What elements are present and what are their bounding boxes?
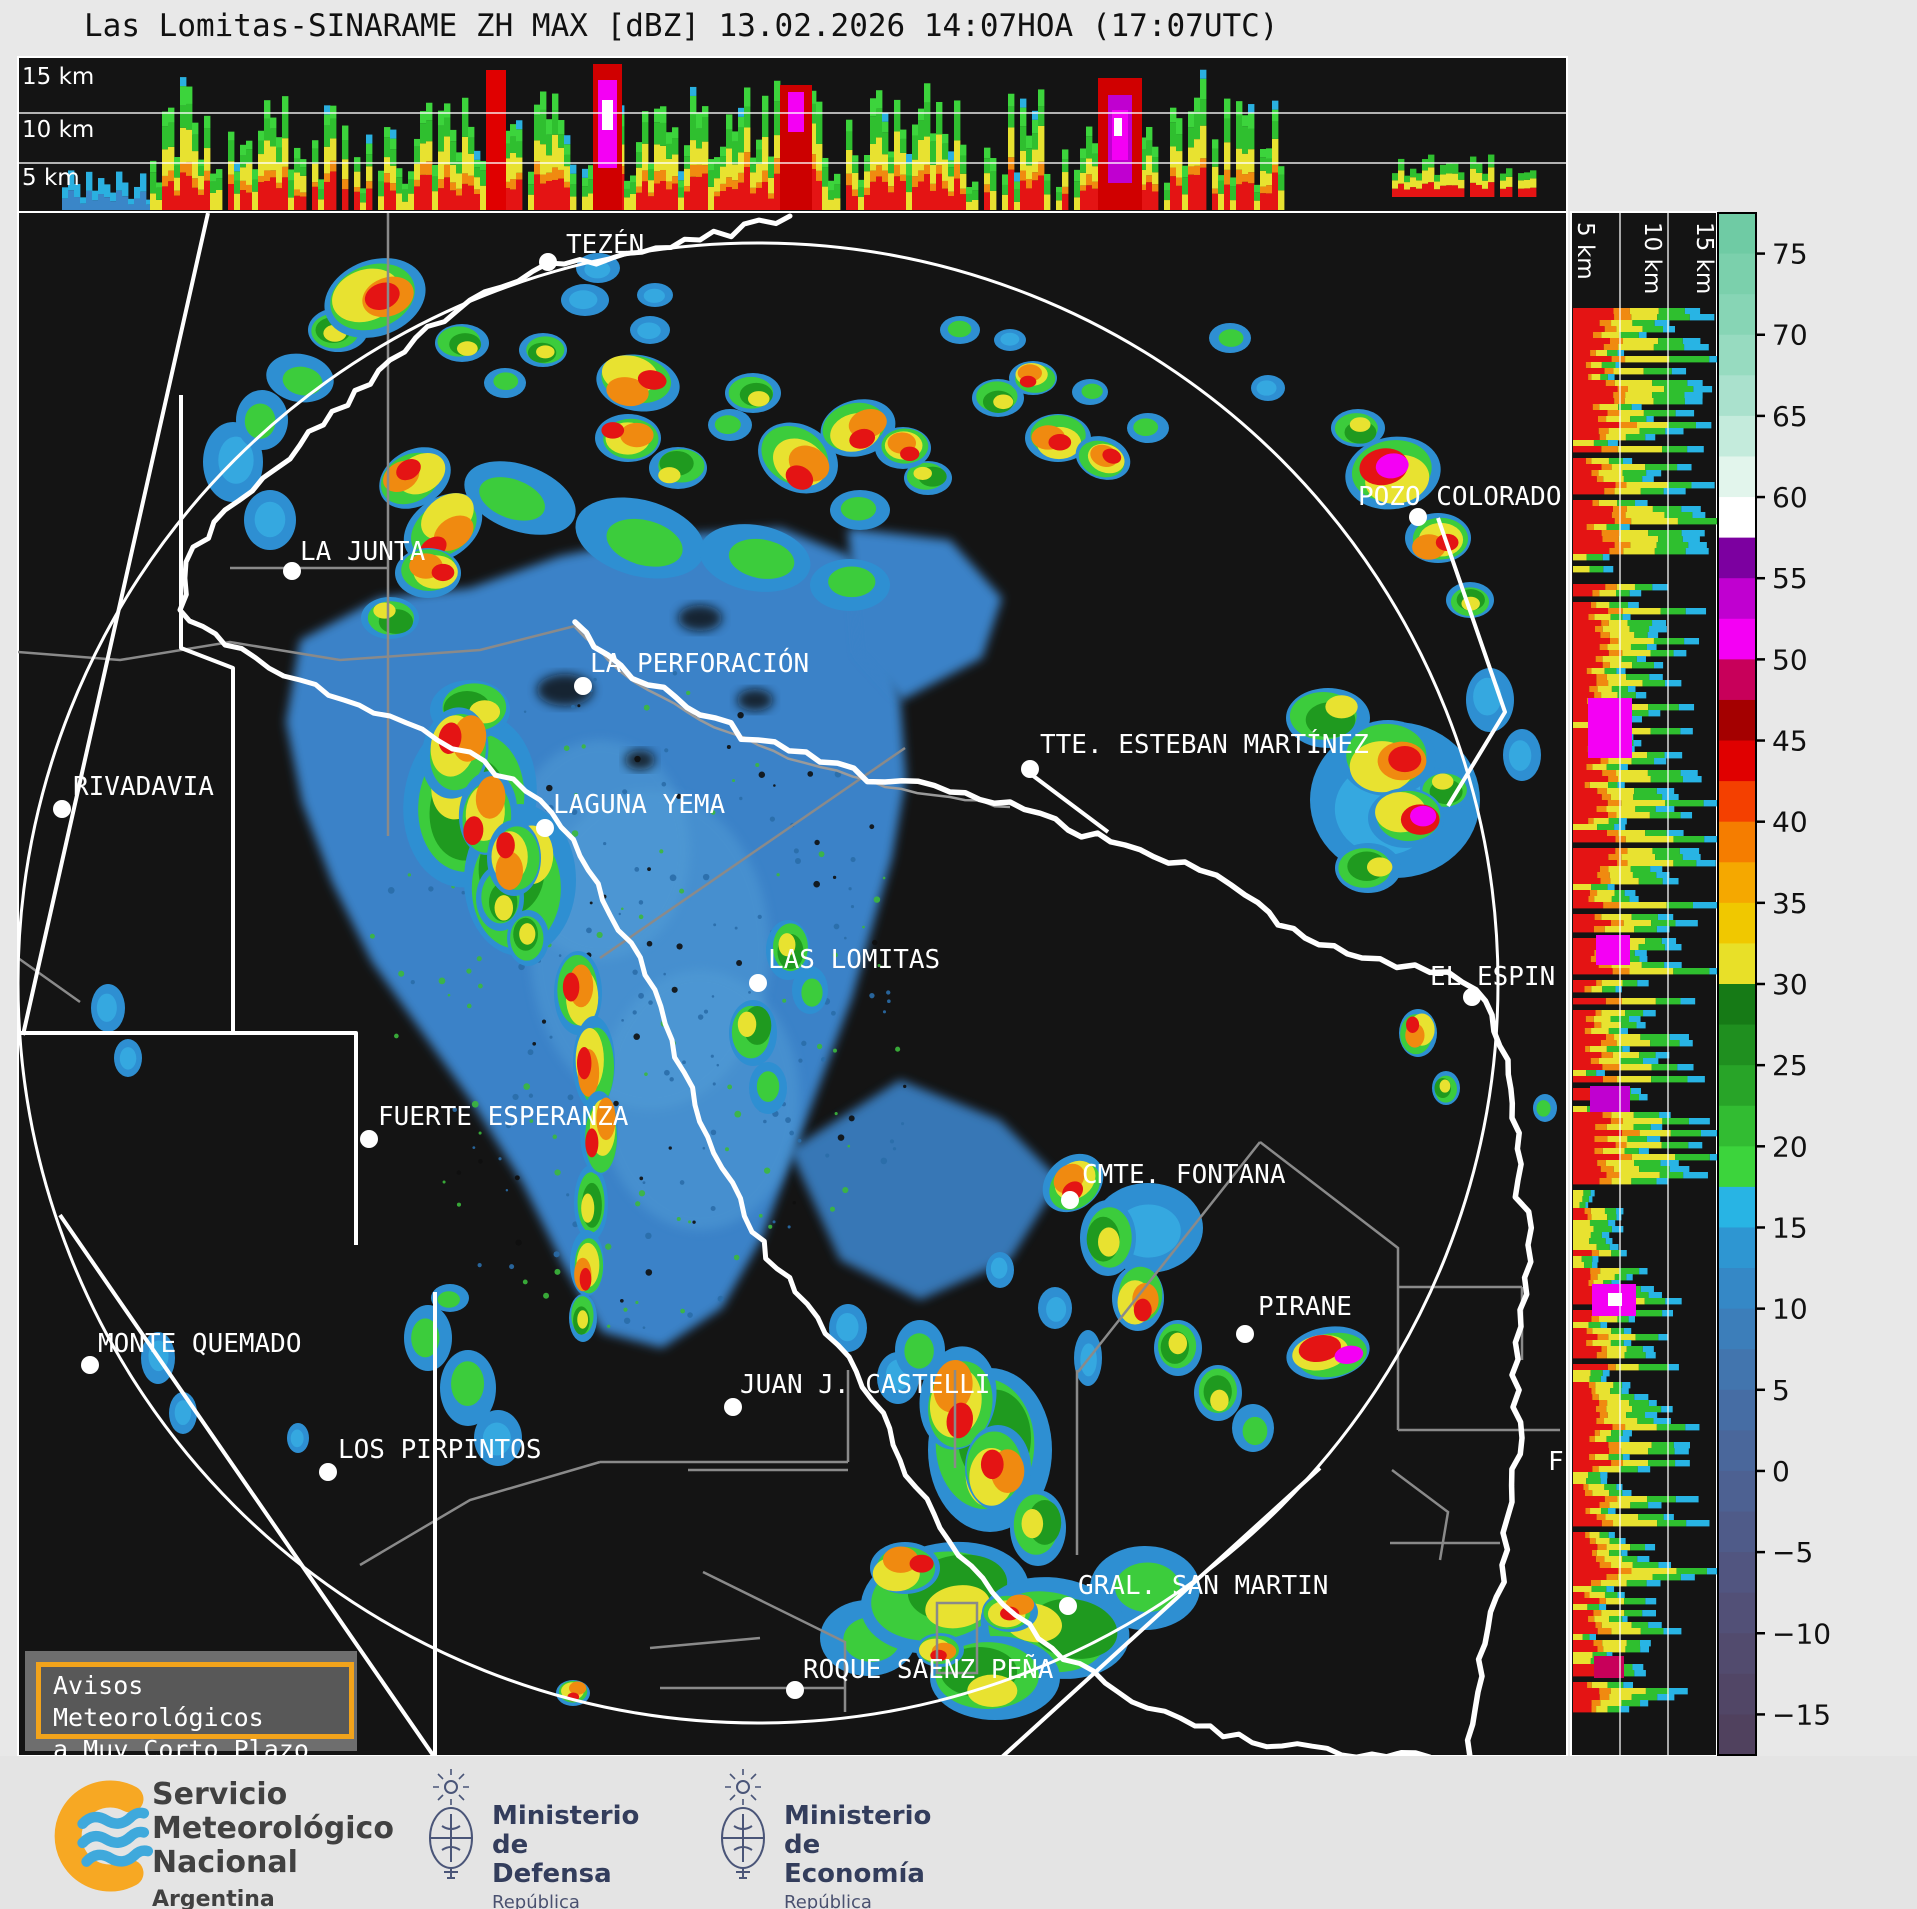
city-dot	[1059, 1597, 1077, 1615]
straight-borders	[18, 212, 1507, 1756]
right-cross-section-grid: 5 km 10 km 15 km	[1572, 212, 1717, 1756]
colorbar-tick-label: 45	[1772, 725, 1808, 758]
city-dot	[1409, 508, 1427, 526]
city-dot	[536, 819, 554, 837]
smn-line-2: Meteorológico	[152, 1811, 394, 1846]
top-cross-section-echoes	[62, 64, 1537, 210]
colorbar-tick-label: 75	[1772, 238, 1808, 271]
colorbar-tick-label: 65	[1772, 400, 1808, 433]
top-cross-section-grid: 15 km 10 km 5 km	[18, 64, 1567, 191]
smn-line-1: Servicio	[152, 1777, 288, 1812]
colorbar-tick-label: −10	[1772, 1617, 1831, 1650]
city-label: JUAN J. CASTELLI	[740, 1370, 990, 1400]
altitude-label: 10 km	[1639, 222, 1665, 294]
city-label: TEZÉN	[566, 228, 644, 260]
city-label: LA PERFORACIÓN	[590, 647, 809, 679]
map-content: TEZÉN LA JUNTA POZO COLORADO LA PERFORACIÓN…	[18, 212, 1564, 1756]
city-dot	[1021, 760, 1039, 778]
colorbar-tick-label: 60	[1772, 481, 1808, 514]
city-label: LAS LOMITAS	[768, 945, 940, 975]
city-label: LA JUNTA	[300, 537, 426, 567]
defensa-line-1: Ministerio	[492, 1801, 640, 1831]
warning-line-1: Avisos Meteorológicos	[53, 1671, 264, 1732]
city-dot	[574, 677, 592, 695]
altitude-label: 10 km	[22, 117, 94, 143]
city-label: FUERTE ESPERANZA	[378, 1102, 629, 1132]
city-label: POZO COLORADO	[1358, 482, 1562, 512]
economia-line-1: Ministerio	[784, 1801, 932, 1831]
colorbar-tick-label: −15	[1772, 1698, 1831, 1731]
colorbar-tick-label: 55	[1772, 562, 1808, 595]
smn-country: Argentina	[152, 1887, 275, 1909]
city-dot	[1463, 988, 1481, 1006]
city-dot	[53, 800, 71, 818]
warning-box: Avisos Meteorológicos a Muy Corto Plazo	[36, 1662, 354, 1764]
colorbar-tick-label: −5	[1772, 1536, 1813, 1569]
economia-line-2: de Economía	[784, 1830, 925, 1889]
coat-of-arms-icon	[420, 1766, 482, 1892]
city-label: EL ESPIN	[1430, 962, 1555, 992]
city-dot	[360, 1130, 378, 1148]
page-title: Las Lomitas-SINARAME ZH MAX [dBZ] 13.02.…	[84, 8, 1279, 44]
ministerio-defensa-text: Ministerio de Defensa República Argentin…	[492, 1802, 639, 1909]
colorbar-tick-label: 25	[1772, 1049, 1808, 1082]
city-label: GRAL. SAN MARTIN	[1078, 1571, 1328, 1601]
altitude-label: 15 km	[1691, 222, 1717, 294]
colorbar-tick-label: 5	[1772, 1374, 1790, 1407]
city-label: PIRANE	[1258, 1292, 1352, 1322]
city-dot	[724, 1398, 742, 1416]
city-dot	[749, 974, 767, 992]
city-label: TTE. ESTEBAN MARTÍNEZ	[1040, 728, 1369, 760]
city-dot	[319, 1463, 337, 1481]
smn-logo-text: Servicio Meteorológico Nacional Argentin…	[152, 1778, 394, 1909]
city-dot	[539, 253, 557, 271]
ministerio-economia-text: Ministerio de Economía República Argenti…	[784, 1802, 931, 1909]
city-label: F	[1548, 1447, 1564, 1477]
colorbar-tick-label: 15	[1772, 1211, 1808, 1244]
city-label: LAGUNA YEMA	[553, 790, 726, 820]
right-cross-section-echoes	[1573, 308, 1717, 1713]
colorbar-tick-label: 50	[1772, 643, 1808, 676]
colorbar-tick-label: 30	[1772, 968, 1808, 1001]
city-labels-layer: TEZÉN LA JUNTA POZO COLORADO LA PERFORACIÓN…	[53, 228, 1564, 1699]
ministerio-economia-logo: Ministerio de Economía República Argenti…	[712, 1766, 931, 1909]
altitude-label: 5 km	[22, 165, 80, 191]
city-label: RIVADAVIA	[73, 772, 214, 802]
ministerio-defensa-logo: Ministerio de Defensa República Argentin…	[420, 1766, 639, 1909]
footer: Servicio Meteorológico Nacional Argentin…	[0, 1756, 1917, 1909]
colorbar-tick-label: 70	[1772, 319, 1808, 352]
altitude-label: 15 km	[22, 64, 94, 90]
city-dot	[1061, 1191, 1079, 1209]
radar-range-ring	[18, 241, 1500, 1725]
smn-logo-icon	[54, 1780, 154, 1892]
city-dot	[1236, 1325, 1254, 1343]
defensa-sub: República Argentina	[492, 1892, 580, 1909]
colorbar-tick-label: 35	[1772, 887, 1808, 920]
city-dot	[786, 1681, 804, 1699]
colorbar-tick-label: 10	[1772, 1293, 1808, 1326]
city-dot	[283, 562, 301, 580]
colorbar-tick-label: 40	[1772, 806, 1808, 839]
altitude-label: 5 km	[1572, 222, 1598, 280]
city-label: LOS PIRPINTOS	[338, 1435, 542, 1465]
city-label: CMTE. FONTANA	[1082, 1160, 1286, 1190]
city-label: ROQUE SAENZ PEÑA	[803, 1653, 1054, 1685]
smn-line-3: Nacional	[152, 1845, 298, 1880]
defensa-line-2: de Defensa	[492, 1830, 612, 1889]
city-dot	[81, 1356, 99, 1374]
coat-of-arms-icon	[712, 1766, 774, 1892]
economia-sub: República Argentina	[784, 1892, 872, 1909]
colorbar-tick-label: 20	[1772, 1130, 1808, 1163]
city-label: MONTE QUEMADO	[98, 1329, 302, 1359]
rivers-layer	[177, 213, 1535, 1756]
colorbar-tick-label: 0	[1772, 1455, 1790, 1488]
warning-box-backdrop: Avisos Meteorológicos a Muy Corto Plazo	[25, 1651, 357, 1764]
